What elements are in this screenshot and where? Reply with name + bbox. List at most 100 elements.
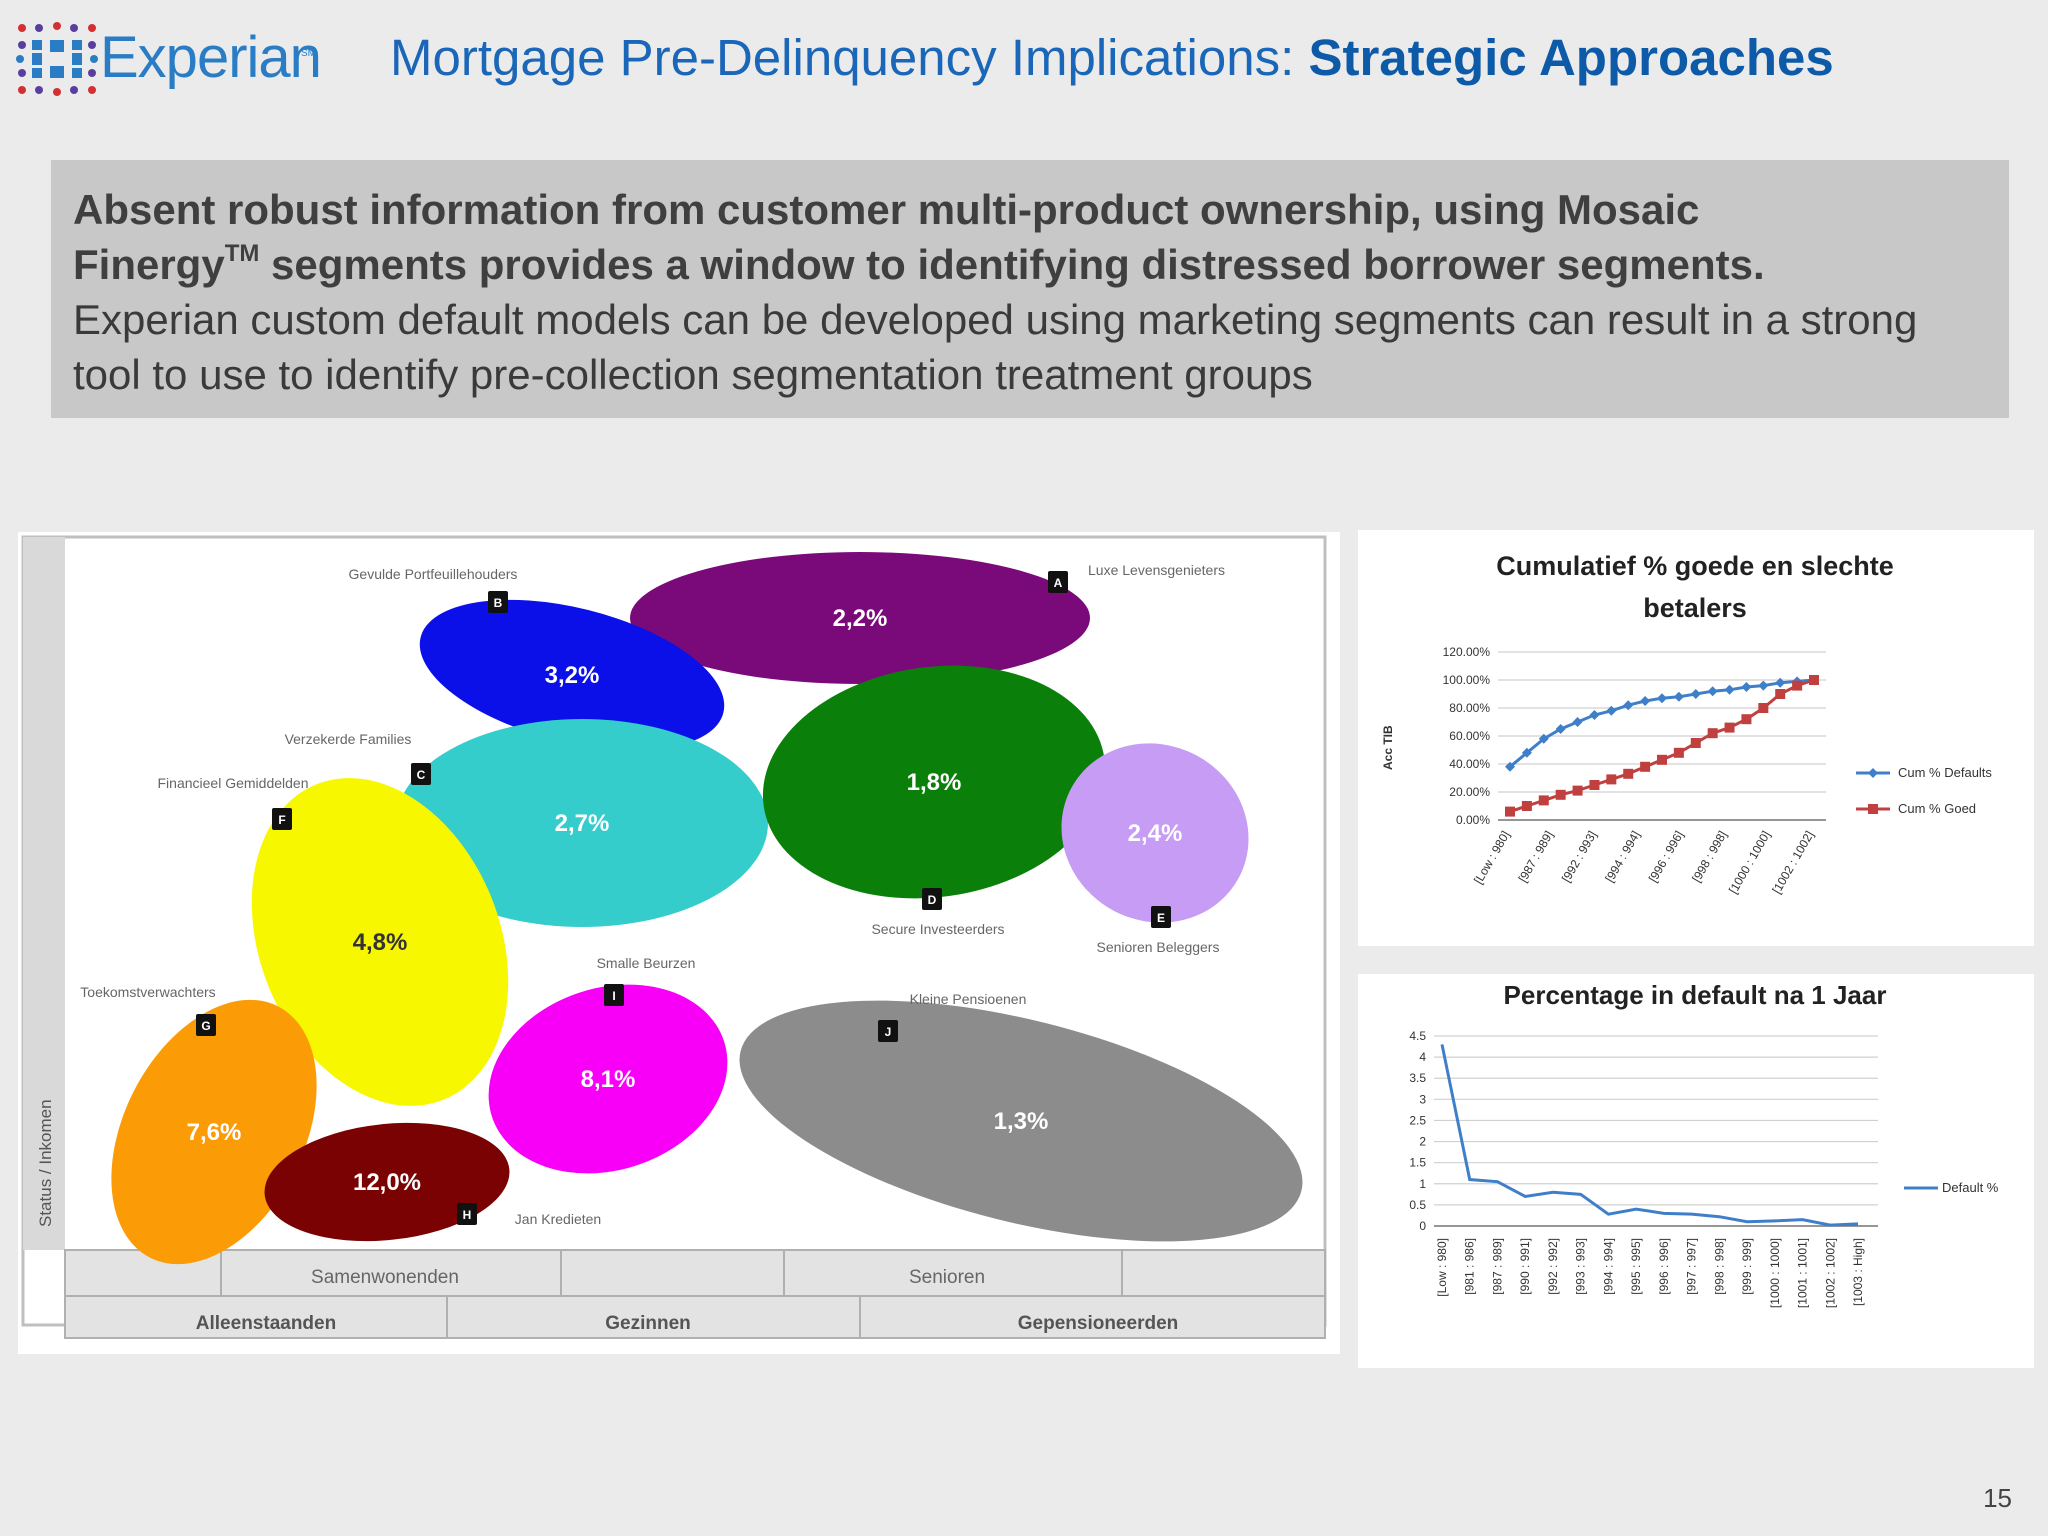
segment-letter: B: [494, 596, 503, 610]
cum-point: [1505, 806, 1515, 817]
cum-point: [1758, 680, 1769, 691]
title-bold: Strategic Approaches: [1308, 29, 1834, 86]
cum-y-tick: 60.00%: [1449, 729, 1490, 743]
cum-point: [1589, 780, 1600, 790]
cum-point: [1589, 710, 1600, 720]
default-chart-panel: Percentage in default na 1 Jaar 0 0.5 1 1.5…: [1358, 974, 2034, 1368]
segment-bubble: [264, 1122, 510, 1242]
segment-e: 2,4% E Senioren Beleggers: [1061, 743, 1249, 955]
cum-y-tick: 120.00%: [1443, 645, 1491, 659]
callout-bold-line2a: Finergy: [73, 241, 225, 288]
def-x-tick: [990 : 991]: [1518, 1238, 1532, 1295]
cum-point: [1572, 717, 1583, 727]
segment-letter-badge: [196, 1014, 216, 1036]
cum-x-tick: [996 : 996]: [1646, 829, 1686, 885]
segment-bubble: [251, 778, 509, 1106]
page-number: 15: [1983, 1483, 2012, 1513]
cum-point: [1640, 761, 1651, 772]
def-x-tick: [995 : 995]: [1629, 1238, 1643, 1295]
def-x-tick: [994 : 994]: [1601, 1238, 1615, 1295]
cum-x-tick: [994 : 994]: [1602, 829, 1642, 885]
def-x-tick: [1000 : 1000]: [1768, 1238, 1782, 1308]
cum-x-tick: [992 : 993]: [1559, 829, 1599, 885]
cum-y-tick: 40.00%: [1449, 757, 1490, 771]
cum-point: [1521, 747, 1532, 758]
cum-point: [1640, 696, 1651, 706]
cum-point: [1792, 680, 1803, 691]
callout-text: Absent robust information from customer …: [73, 182, 1993, 402]
segment-letter-badge: [1151, 906, 1171, 928]
cum-point: [1521, 801, 1532, 811]
def-x-tick: [987 : 989]: [1490, 1238, 1504, 1295]
segment-value: 7,6%: [187, 1119, 242, 1146]
cum-point: [1623, 700, 1634, 711]
callout-box: [51, 160, 2009, 418]
cum-x-tick: [1002 : 1002]: [1769, 829, 1816, 897]
band-gepensioneerden: Gepensioneerden: [1018, 1313, 1179, 1334]
segment-value: 3,2%: [545, 662, 600, 689]
cum-point: [1758, 703, 1769, 713]
def-y-tick: 3.5: [1409, 1071, 1426, 1085]
def-series-line: [1440, 1044, 1859, 1227]
segment-letter-badge: [878, 1020, 898, 1042]
segment-letter-badge: [411, 763, 431, 785]
def-y-tick: 1: [1419, 1177, 1426, 1191]
cum-point: [1623, 768, 1634, 779]
segment-f: 4,8% F Financieel Gemiddelden: [158, 775, 509, 1106]
cum-y-tick: 20.00%: [1449, 785, 1490, 799]
segment-letter: A: [1054, 576, 1063, 590]
segment-value: 2,7%: [555, 810, 610, 837]
cum-point: [1572, 785, 1583, 796]
segment-bubble: [630, 552, 1090, 684]
cum-point: [1809, 675, 1819, 685]
segment-letter: H: [463, 1208, 472, 1222]
cum-point: [1775, 677, 1786, 688]
cum-point: [1505, 761, 1515, 772]
segment-letter: F: [278, 813, 285, 827]
cum-x-tick: [Low : 980]: [1471, 829, 1512, 887]
segment-value: 2,4%: [1128, 820, 1183, 847]
segment-value: 4,8%: [353, 929, 408, 956]
cum-x-tick: [987 : 989]: [1516, 829, 1556, 885]
cum-legend-label: Cum % Defaults: [1898, 765, 1992, 780]
cum-point: [1741, 714, 1752, 725]
cum-point: [1673, 691, 1684, 702]
def-y-tick: 3: [1419, 1092, 1426, 1106]
cum-y-tick: 80.00%: [1449, 701, 1490, 715]
def-x-tick: [1002 : 1002]: [1823, 1238, 1837, 1308]
segment-d: 1,8% D Secure Investeerders: [762, 665, 1106, 937]
segment-name: Luxe Levensgenieters: [1088, 562, 1225, 578]
cum-legend-label: Cum % Goed: [1898, 801, 1976, 816]
experian-logo: [12, 18, 322, 100]
band-gezinnen: Gezinnen: [605, 1313, 691, 1334]
segment-h: 12,0% H Jan Kredieten: [264, 1122, 601, 1242]
segment-name: Financieel Gemiddelden: [158, 775, 309, 791]
cum-point: [1657, 754, 1667, 765]
cum-point: [1555, 724, 1566, 734]
trademark-sup: TM: [224, 240, 260, 267]
cum-point: [1538, 795, 1549, 806]
page-title: Mortgage Pre-Delinquency Implications: S…: [390, 28, 1834, 87]
segment-bubble: [762, 665, 1106, 899]
segment-letter-badge: [457, 1203, 477, 1225]
cum-point: [1606, 705, 1617, 716]
cum-point: [1741, 682, 1752, 692]
segment-bubble: [396, 719, 768, 927]
segment-b: 3,2% B Gevulde Portfeuillehouders: [349, 566, 725, 751]
cum-point: [1690, 689, 1701, 699]
segment-name: Kleine Pensioenen: [910, 991, 1027, 1007]
segment-value: 1,3%: [994, 1108, 1049, 1135]
segment-i: 8,1% I Smalle Beurzen: [488, 955, 728, 1174]
experian-logo-mark-icon: [16, 22, 98, 96]
cum-x-tick: [998 : 998]: [1689, 829, 1729, 885]
cum-point: [1724, 684, 1735, 695]
segment-letter-badge: [922, 888, 942, 910]
cum-point: [1690, 738, 1701, 748]
cum-x-tick: [1000 : 1000]: [1726, 829, 1773, 897]
segment-bubble: [739, 1000, 1303, 1242]
def-x-tick: [993 : 993]: [1574, 1238, 1588, 1295]
cum-point: [1707, 686, 1718, 697]
band-alleenstaanden: Alleenstaanden: [196, 1313, 336, 1334]
def-x-tick: [992 : 992]: [1546, 1238, 1560, 1295]
mosaic-segment-map: Status / Inkomen Samenwonenden Senioren …: [18, 532, 1340, 1354]
